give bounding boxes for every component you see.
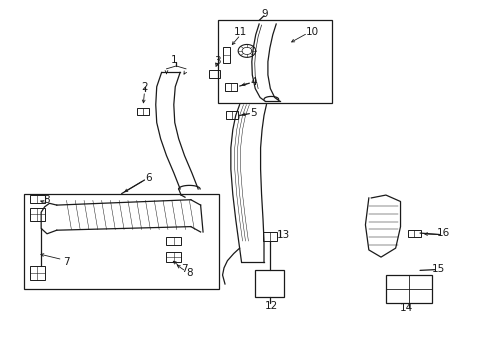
Text: 3: 3 <box>214 56 221 66</box>
Text: 10: 10 <box>305 27 319 37</box>
Text: 7: 7 <box>63 257 70 267</box>
Text: 2: 2 <box>141 82 147 93</box>
Text: 9: 9 <box>261 9 268 19</box>
Text: 8: 8 <box>186 268 193 278</box>
Text: 14: 14 <box>400 303 413 314</box>
Text: 12: 12 <box>264 301 278 311</box>
Text: 6: 6 <box>145 173 151 183</box>
Text: 15: 15 <box>431 264 444 274</box>
Text: 4: 4 <box>249 77 256 87</box>
Text: 8: 8 <box>43 195 50 205</box>
Text: 16: 16 <box>436 228 449 238</box>
Text: 1: 1 <box>170 55 177 65</box>
Text: 13: 13 <box>276 230 289 239</box>
Text: 5: 5 <box>249 108 256 118</box>
Text: 11: 11 <box>233 27 247 37</box>
Text: 7: 7 <box>181 264 187 274</box>
